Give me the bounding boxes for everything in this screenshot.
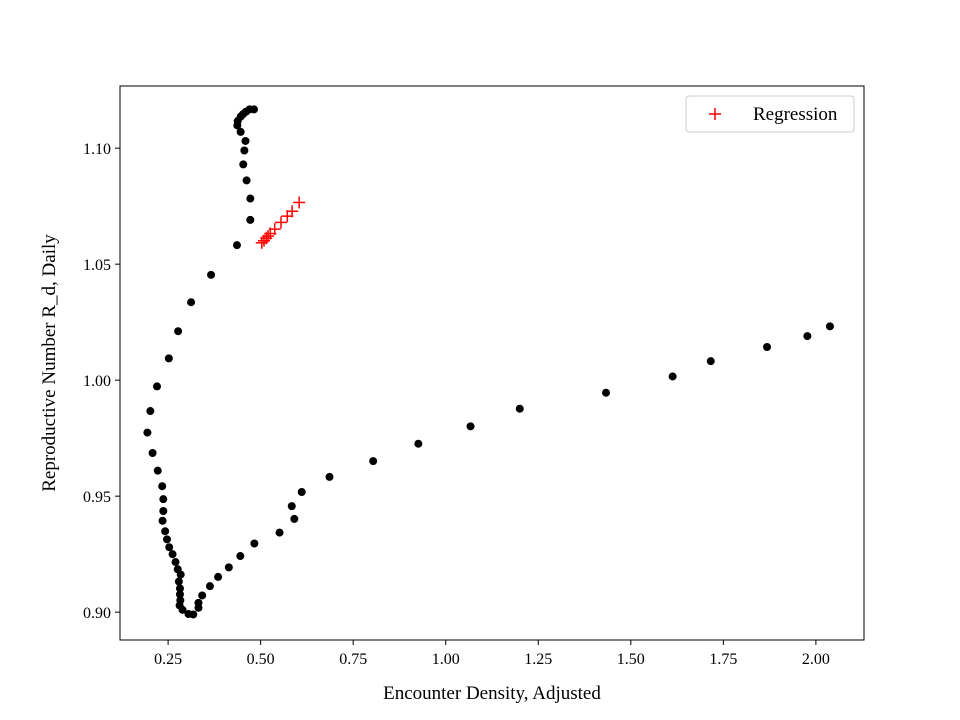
data-point xyxy=(187,298,196,307)
data-point xyxy=(175,590,184,599)
x-tick-label: 1.25 xyxy=(524,651,552,668)
regression-point xyxy=(281,210,294,223)
data-point xyxy=(236,552,245,561)
data-point xyxy=(297,487,306,496)
y-axis-ticks: 0.90 0.95 1.00 1.05 1.10 xyxy=(83,141,120,622)
y-tick-label: 0.90 xyxy=(83,605,111,622)
data-point xyxy=(143,428,152,437)
data-point xyxy=(275,528,284,537)
data-point xyxy=(239,160,248,169)
data-point xyxy=(287,502,296,511)
x-axis-label: Encounter Density, Adjusted xyxy=(383,683,601,704)
regression-point xyxy=(286,205,299,218)
data-point xyxy=(290,514,299,523)
data-point xyxy=(240,146,249,155)
data-point xyxy=(706,357,715,366)
data-point xyxy=(148,449,157,458)
data-point xyxy=(174,577,183,586)
data-points xyxy=(143,105,834,619)
data-point xyxy=(165,543,174,552)
data-point xyxy=(233,121,242,130)
data-point xyxy=(763,342,772,351)
data-point xyxy=(232,241,241,250)
x-tick-label: 1.50 xyxy=(617,651,645,668)
data-point xyxy=(163,535,172,544)
data-point xyxy=(174,327,183,336)
data-point xyxy=(194,598,203,607)
data-point xyxy=(246,194,255,203)
data-point xyxy=(153,382,162,391)
data-point xyxy=(241,136,250,145)
data-point xyxy=(153,466,162,475)
x-tick-label: 0.75 xyxy=(339,651,367,668)
data-point xyxy=(602,388,611,397)
x-tick-label: 0.25 xyxy=(154,651,182,668)
data-point xyxy=(189,610,198,619)
data-point xyxy=(369,457,378,466)
data-point xyxy=(161,527,170,536)
data-point xyxy=(171,558,180,567)
legend-box xyxy=(685,95,855,133)
data-point xyxy=(168,550,177,559)
data-point xyxy=(325,472,334,481)
regression-point xyxy=(275,216,288,229)
data-point xyxy=(158,482,167,491)
legend-label-regression: Regression xyxy=(753,104,838,125)
x-tick-label: 1.75 xyxy=(709,651,737,668)
y-tick-label: 1.00 xyxy=(83,373,111,390)
data-point xyxy=(515,404,524,413)
legend-plus-icon xyxy=(709,108,721,120)
data-point xyxy=(668,372,677,381)
data-point xyxy=(159,495,168,504)
legend-marker-regression xyxy=(709,108,721,120)
plot-frame xyxy=(119,85,865,641)
data-point xyxy=(198,591,207,600)
y-axis-label: Reproductive Number R_d, Daily xyxy=(39,234,60,492)
data-point xyxy=(178,605,187,614)
x-tick-label: 1.00 xyxy=(432,651,460,668)
y-tick-label: 1.05 xyxy=(83,257,111,274)
data-point xyxy=(164,354,173,363)
data-point xyxy=(246,215,255,224)
y-tick-label: 1.10 xyxy=(83,141,111,158)
data-point xyxy=(146,407,155,416)
data-point xyxy=(159,507,168,516)
data-point xyxy=(803,332,812,341)
data-point xyxy=(236,127,245,136)
data-point xyxy=(175,584,184,593)
y-tick-label: 0.95 xyxy=(83,489,111,506)
regression-point xyxy=(262,230,275,243)
data-point xyxy=(214,572,223,581)
data-point xyxy=(466,422,475,431)
data-point xyxy=(242,176,251,185)
data-point xyxy=(224,563,233,572)
data-point xyxy=(250,539,259,548)
x-tick-label: 2.00 xyxy=(802,651,830,668)
data-point xyxy=(205,582,214,591)
data-point xyxy=(414,439,423,448)
regression-point xyxy=(293,196,306,209)
data-point xyxy=(207,270,216,279)
regression-point xyxy=(268,223,281,236)
x-tick-label: 0.50 xyxy=(247,651,275,668)
x-axis-ticks: 0.25 0.50 0.75 1.00 1.25 1.50 1.75 2.00 xyxy=(154,640,830,668)
data-point xyxy=(158,516,167,525)
data-point xyxy=(176,570,185,579)
legend: Regression xyxy=(685,95,855,133)
data-point xyxy=(825,322,834,331)
